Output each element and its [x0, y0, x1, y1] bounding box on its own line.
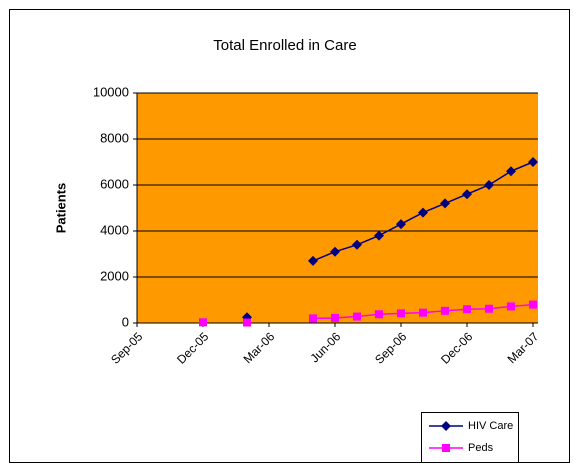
- point: [352, 239, 362, 250]
- point: [375, 310, 383, 319]
- legend-label: Peds: [468, 442, 494, 454]
- point: [506, 166, 516, 177]
- y-tick-label: 6000: [100, 176, 129, 191]
- point: [330, 246, 340, 257]
- point: [440, 198, 450, 209]
- y-axis-label: Patients: [53, 183, 68, 234]
- point: [484, 180, 494, 190]
- point: [418, 207, 428, 218]
- point: [419, 308, 427, 317]
- y-tick-label: 0: [122, 314, 129, 329]
- point: [397, 309, 405, 318]
- point: [199, 318, 207, 327]
- point: [308, 255, 318, 266]
- point: [309, 314, 317, 323]
- point: [353, 312, 361, 321]
- y-tick-label: 2000: [100, 268, 129, 283]
- point: [441, 421, 451, 431]
- point: [331, 313, 339, 322]
- legend-label: HIV Care: [468, 420, 513, 432]
- point: [442, 444, 450, 452]
- y-tick-label: 8000: [100, 130, 129, 145]
- legend-box: [421, 412, 519, 463]
- point: [374, 230, 384, 241]
- y-tick-label: 10000: [93, 84, 129, 99]
- point: [528, 157, 538, 167]
- point: [243, 318, 251, 327]
- point: [529, 300, 537, 309]
- point: [462, 189, 472, 200]
- point: [485, 304, 493, 313]
- point: [396, 219, 406, 230]
- y-tick-label: 4000: [100, 222, 129, 237]
- point: [463, 305, 471, 314]
- point: [507, 302, 515, 311]
- plot-area: [137, 93, 538, 323]
- chart-title: Total Enrolled in Care: [213, 37, 356, 54]
- point: [441, 306, 449, 315]
